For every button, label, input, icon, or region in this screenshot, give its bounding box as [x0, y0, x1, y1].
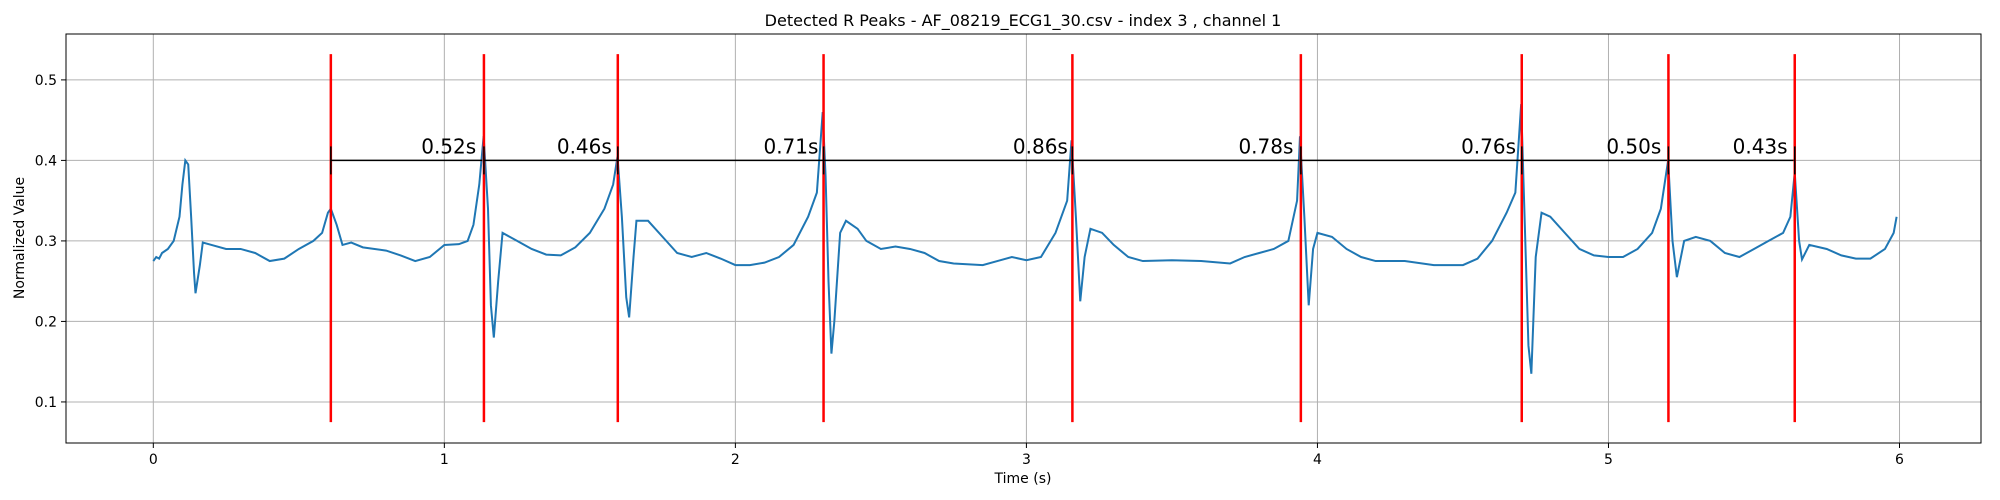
interval-label: 0.78s: [1238, 134, 1293, 158]
interval-label: 0.52s: [421, 134, 476, 158]
y-tick-label: 0.3: [35, 234, 57, 250]
interval-label: 0.46s: [557, 134, 612, 158]
x-tick-label: 6: [1895, 452, 1904, 468]
ecg-line: [152, 103, 1898, 374]
interval-label: 0.50s: [1606, 134, 1661, 158]
chart-title: Detected R Peaks - AF_08219_ECG1_30.csv …: [765, 11, 1282, 31]
interval-label: 0.43s: [1733, 134, 1788, 158]
x-tick-label: 2: [731, 452, 740, 468]
interval-label: 0.76s: [1461, 134, 1516, 158]
interval-label: 0.86s: [1013, 134, 1068, 158]
x-axis-label: Time (s): [994, 471, 1052, 487]
y-tick-label: 0.4: [35, 153, 57, 169]
y-tick-label: 0.1: [35, 395, 57, 411]
x-tick-label: 5: [1604, 452, 1613, 468]
y-tick-label: 0.2: [35, 314, 57, 330]
plot-frame: [65, 33, 1982, 444]
y-axis-label: Normalized Value: [12, 177, 28, 299]
x-tick-label: 0: [149, 452, 158, 468]
interval-label: 0.71s: [763, 134, 818, 158]
x-tick-label: 3: [1022, 452, 1031, 468]
y-tick-label: 0.5: [35, 73, 57, 89]
x-tick-label: 1: [440, 452, 449, 468]
x-tick-label: 4: [1313, 452, 1322, 468]
